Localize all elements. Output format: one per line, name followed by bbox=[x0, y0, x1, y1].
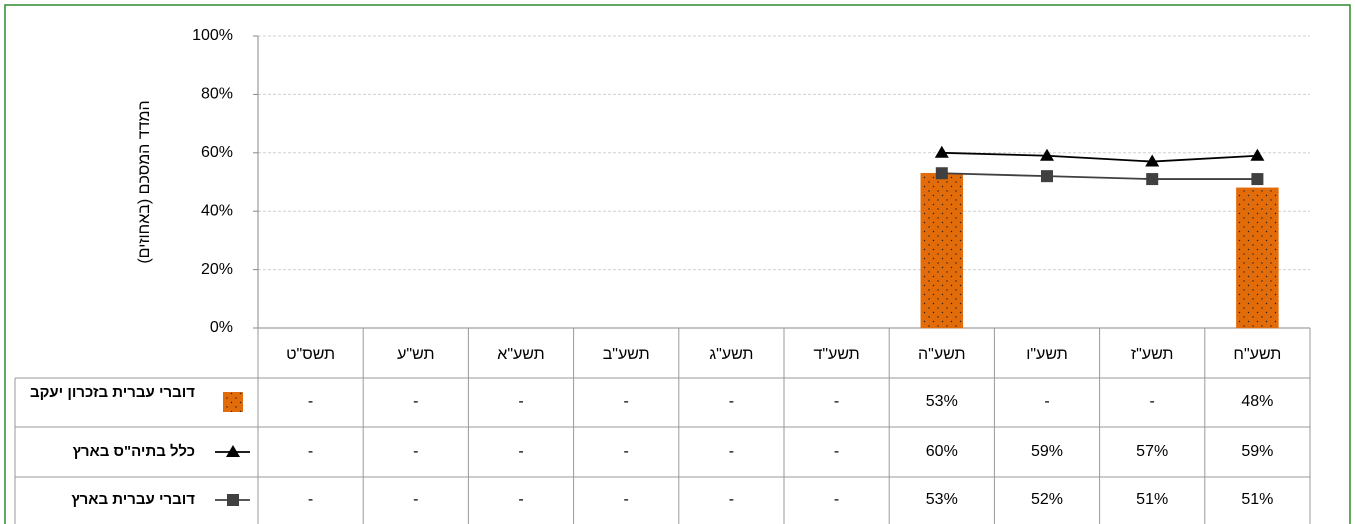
legend-label: דוברי עברית בזכרון יעקב bbox=[29, 384, 195, 401]
x-tick-label: תשע"ז bbox=[1131, 346, 1174, 363]
x-tick-label: תשע"ג bbox=[709, 346, 753, 363]
table-cell: - bbox=[834, 443, 839, 460]
table-cell: - bbox=[1150, 393, 1155, 410]
table-cell: - bbox=[1044, 393, 1049, 410]
y-tick-label: 0% bbox=[210, 319, 233, 336]
table-cell: - bbox=[518, 393, 523, 410]
table-cell: - bbox=[834, 393, 839, 410]
table-cell: 52% bbox=[1031, 491, 1063, 508]
y-tick-label: 80% bbox=[201, 86, 233, 103]
point bbox=[1145, 154, 1160, 167]
x-tick-label: תשס"ט bbox=[286, 346, 335, 363]
table-cell: 51% bbox=[1136, 491, 1168, 508]
x-tick-label: תשע"ב bbox=[603, 346, 650, 363]
table-cell: - bbox=[308, 491, 313, 508]
y-tick-label: 20% bbox=[201, 261, 233, 278]
y-tick-label: 100% bbox=[192, 27, 233, 44]
x-tick-label: תשע"ה bbox=[918, 346, 966, 363]
line bbox=[941, 172, 1258, 180]
table-cell: - bbox=[413, 491, 418, 508]
legend-icon bbox=[223, 392, 243, 412]
table-cell: - bbox=[413, 393, 418, 410]
point bbox=[1251, 173, 1264, 186]
x-tick-label: תשע"ד bbox=[813, 346, 859, 363]
table-cell: - bbox=[413, 443, 418, 460]
point bbox=[935, 167, 948, 180]
table-cell: - bbox=[308, 393, 313, 410]
table-cell: - bbox=[624, 393, 629, 410]
table-cell: - bbox=[729, 443, 734, 460]
table-cell: - bbox=[729, 491, 734, 508]
point bbox=[1146, 173, 1159, 186]
y-tick-label: 40% bbox=[201, 202, 233, 219]
table-cell: - bbox=[518, 491, 523, 508]
x-tick-label: תש"ע bbox=[397, 346, 434, 363]
table-cell: 57% bbox=[1136, 443, 1168, 460]
legend-label: דוברי עברית בארץ bbox=[71, 491, 195, 508]
bar bbox=[1236, 187, 1279, 329]
bar bbox=[920, 172, 964, 329]
table-cell: - bbox=[729, 393, 734, 410]
point bbox=[934, 145, 949, 158]
table-cell: 60% bbox=[926, 443, 958, 460]
table-cell: 53% bbox=[926, 491, 958, 508]
x-tick-label: תשע"ו bbox=[1026, 346, 1068, 363]
y-axis-title: המדד המסכם (באחוזים) bbox=[136, 100, 153, 263]
frame bbox=[4, 4, 1351, 524]
y-tick-label: 60% bbox=[201, 144, 233, 161]
legend-label: כלל בתיה"ס בארץ bbox=[72, 443, 195, 460]
table-cell: 51% bbox=[1241, 491, 1273, 508]
table-cell: - bbox=[308, 443, 313, 460]
x-tick-label: תשע"א bbox=[497, 346, 544, 363]
table-cell: 48% bbox=[1241, 393, 1273, 410]
table-cell: 53% bbox=[926, 393, 958, 410]
legend-icon bbox=[227, 494, 239, 506]
line bbox=[941, 151, 1258, 163]
legend-icon bbox=[226, 445, 240, 457]
point bbox=[1040, 148, 1054, 161]
table-cell: - bbox=[518, 443, 523, 460]
table-cell: - bbox=[624, 491, 629, 508]
table-cell: 59% bbox=[1241, 443, 1273, 460]
point bbox=[1041, 170, 1053, 183]
table-cell: 59% bbox=[1031, 443, 1063, 460]
x-tick-label: תשע"ח bbox=[1233, 346, 1281, 363]
table-cell: - bbox=[624, 443, 629, 460]
point bbox=[1250, 148, 1265, 161]
table-cell: - bbox=[834, 491, 839, 508]
